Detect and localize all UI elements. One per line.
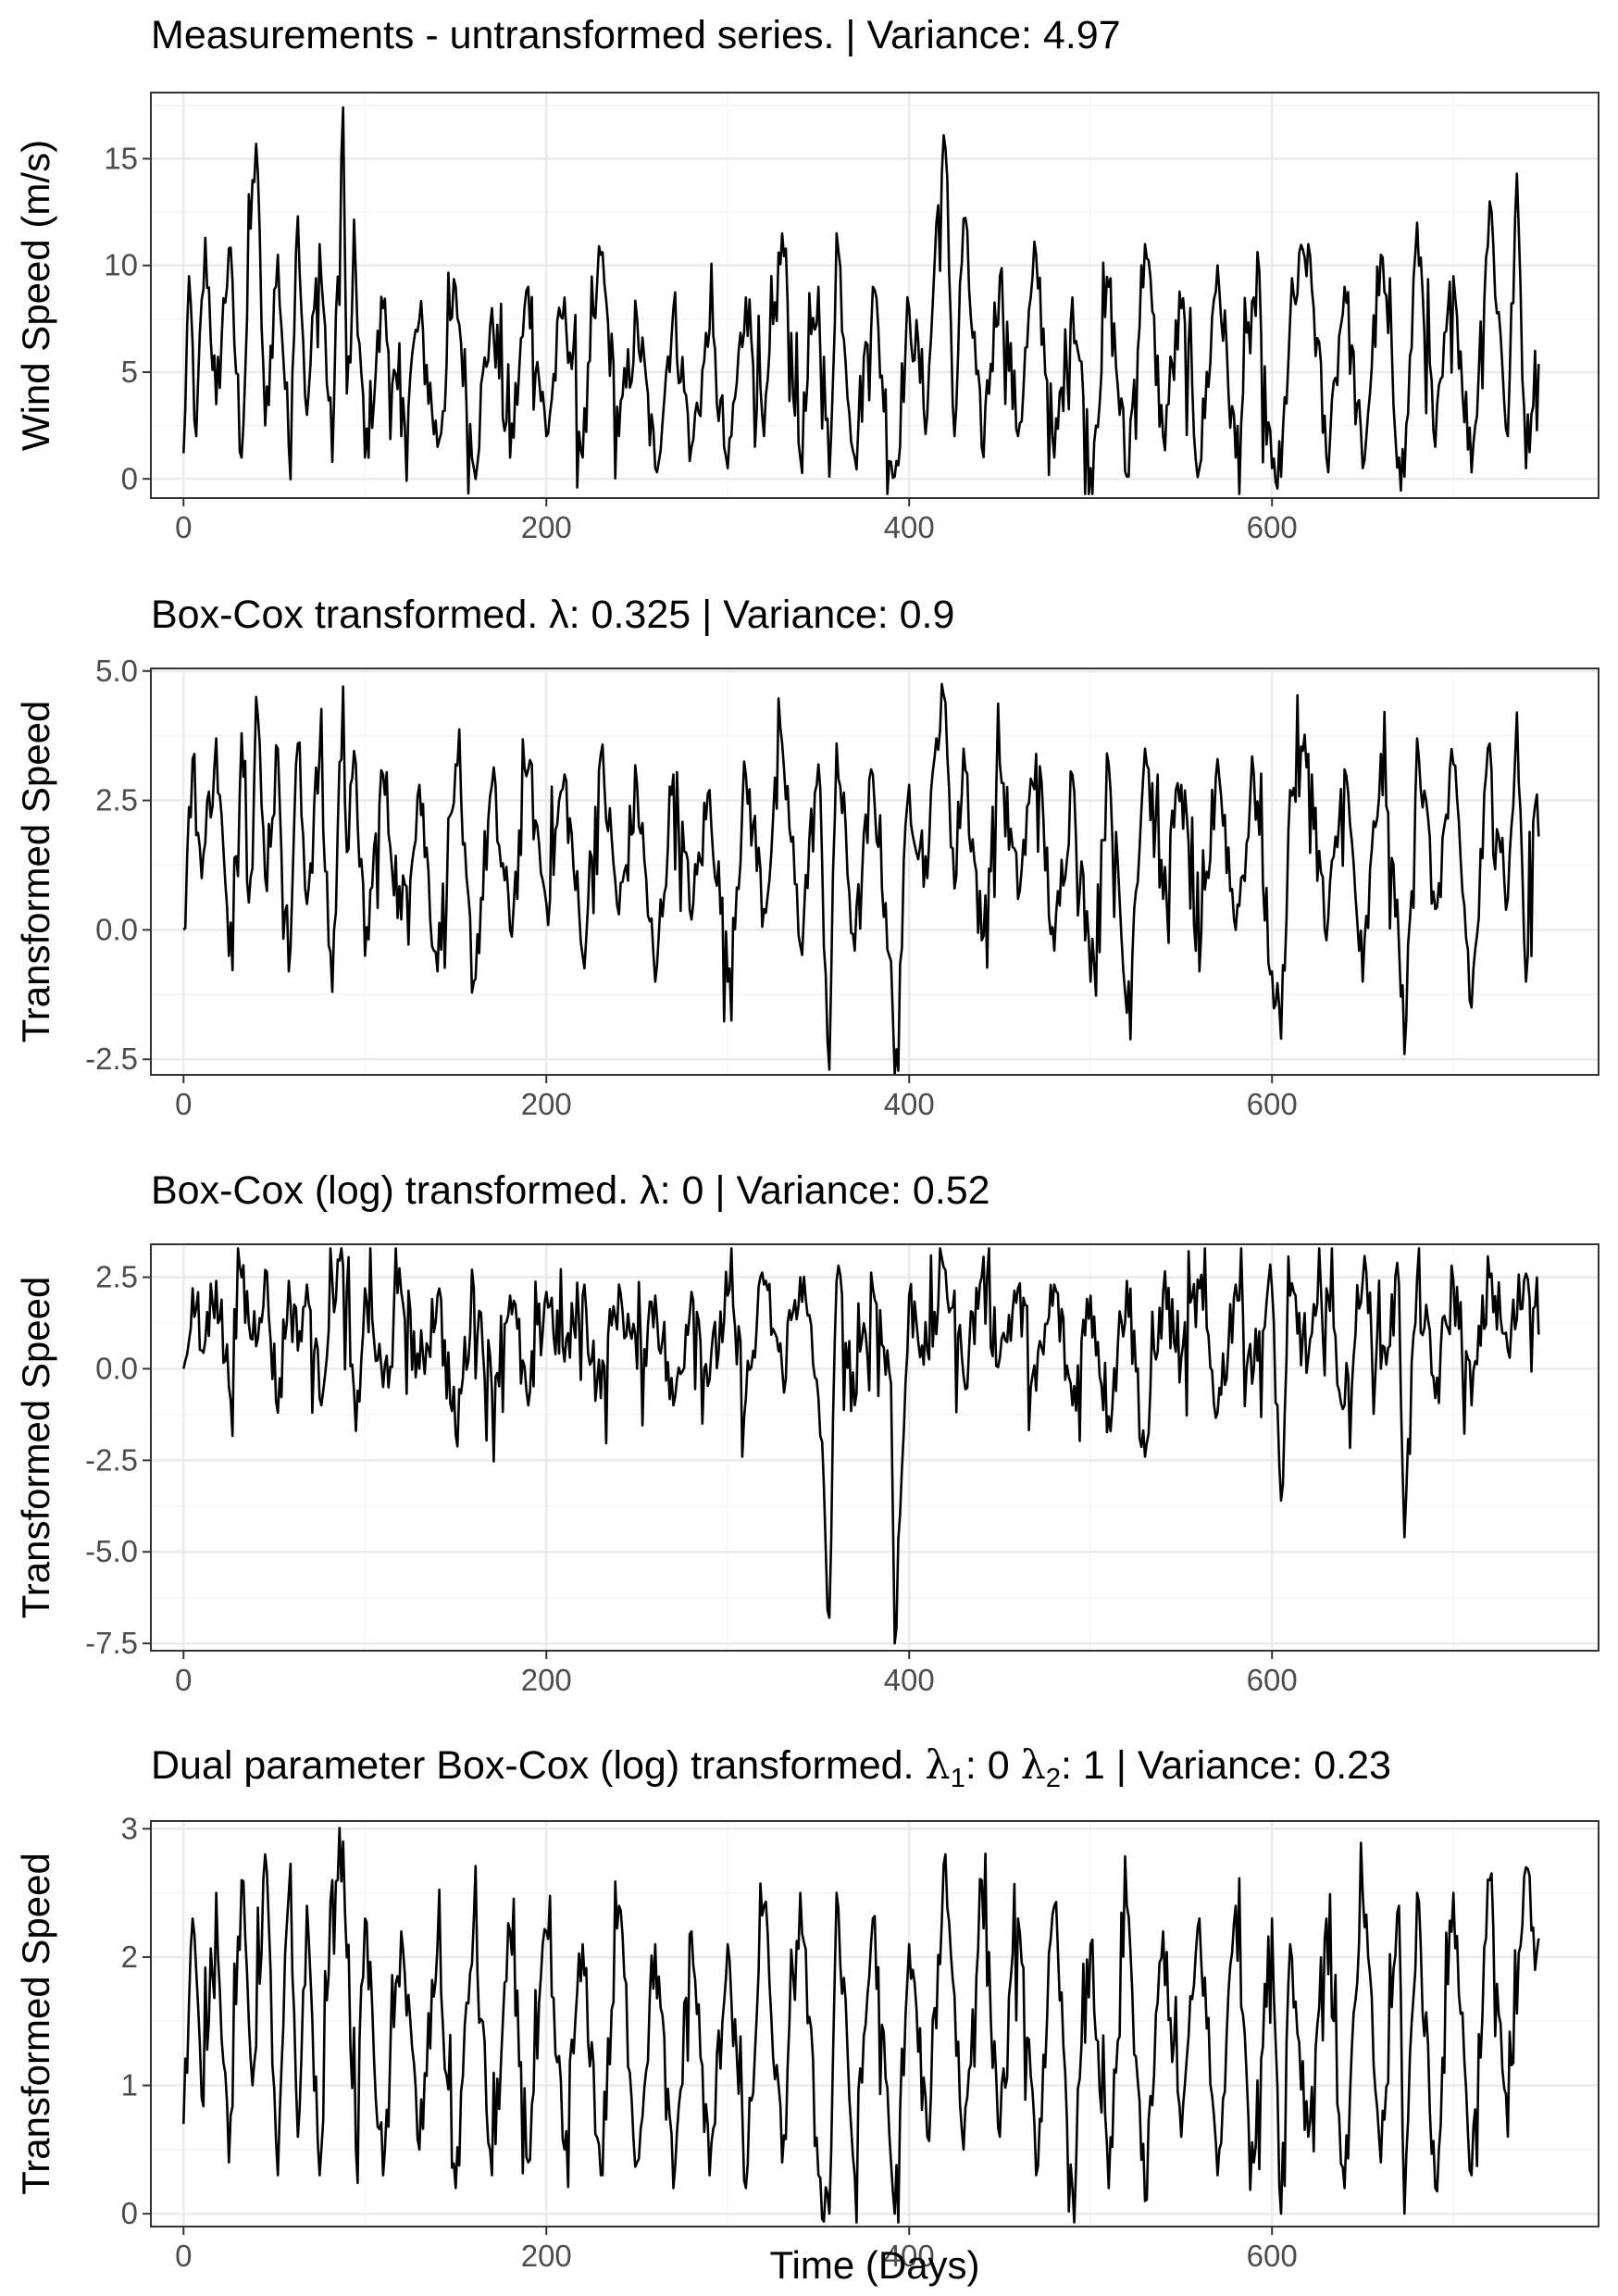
x-tick-label: 600 — [1247, 1087, 1298, 1121]
y-tick-label: -5.0 — [85, 1534, 138, 1568]
panel-1: Measurements - untransformed series. | V… — [14, 13, 1599, 544]
panel-title: Dual parameter Box-Cox (log) transformed… — [151, 1742, 1391, 1793]
x-tick-label: 0 — [175, 510, 192, 544]
y-tick-label: 2.5 — [95, 783, 138, 817]
panel-title: Box-Cox (log) transformed. λ: 0 | Varian… — [151, 1168, 990, 1213]
y-axis-label: Transformed Speed — [14, 701, 57, 1043]
panel-border — [150, 92, 1599, 499]
y-tick-label: 15 — [104, 141, 138, 175]
x-tick-label: 200 — [521, 1663, 572, 1697]
x-tick-label: 0 — [175, 1663, 192, 1697]
panel-title: Box-Cox transformed. λ: 0.325 | Variance… — [151, 593, 954, 637]
x-axis-label: Time (Days) — [769, 2243, 979, 2287]
x-tick-label: 400 — [884, 510, 935, 544]
series-line — [182, 682, 1540, 1077]
panel-border — [150, 668, 1599, 1076]
panel-border — [150, 1243, 1599, 1652]
y-axis-label: Transformed Speed — [14, 1853, 57, 2195]
series-line — [182, 106, 1540, 495]
y-axis-label: Wind Speed (m/s) — [14, 140, 57, 451]
panel-3: Box-Cox (log) transformed. λ: 0 | Varian… — [14, 1168, 1599, 1697]
x-tick-label: 0 — [175, 2239, 192, 2273]
x-tick-label: 600 — [1247, 1663, 1298, 1697]
x-tick-label: 200 — [521, 510, 572, 544]
panel-4: Dual parameter Box-Cox (log) transformed… — [14, 1742, 1599, 2287]
y-axis-label: Transformed Speed — [14, 1277, 57, 1619]
y-tick-label: 2 — [121, 1940, 138, 1974]
x-tick-label: 600 — [1247, 510, 1298, 544]
y-tick-label: 2.5 — [95, 1260, 138, 1294]
y-tick-label: 0.0 — [95, 912, 138, 946]
x-tick-label: 400 — [884, 1087, 935, 1121]
x-tick-label: 200 — [521, 2239, 572, 2273]
y-tick-label: 0 — [121, 461, 138, 495]
y-tick-label: 1 — [121, 2068, 138, 2103]
x-tick-label: 600 — [1247, 2239, 1298, 2273]
x-tick-label: 400 — [884, 2239, 935, 2273]
y-tick-label: -2.5 — [85, 1442, 138, 1477]
y-tick-label: 5 — [121, 355, 138, 389]
x-tick-label: 200 — [521, 1087, 572, 1121]
x-tick-label: 400 — [884, 1663, 935, 1697]
panel-2: Box-Cox transformed. λ: 0.325 | Variance… — [14, 593, 1599, 1121]
y-tick-label: 0.0 — [95, 1351, 138, 1385]
x-tick-label: 0 — [175, 1087, 192, 1121]
panel-border — [150, 1820, 1599, 2227]
series-line — [182, 1247, 1540, 1645]
panel-title: Measurements - untransformed series. | V… — [151, 13, 1121, 57]
y-tick-label: 5.0 — [95, 654, 138, 688]
series-line — [182, 1827, 1540, 2224]
y-tick-label: 0 — [121, 2196, 138, 2230]
y-tick-label: 10 — [104, 248, 138, 282]
y-tick-label: -7.5 — [85, 1626, 138, 1660]
y-tick-label: 3 — [121, 1811, 138, 1845]
y-tick-label: -2.5 — [85, 1042, 138, 1076]
